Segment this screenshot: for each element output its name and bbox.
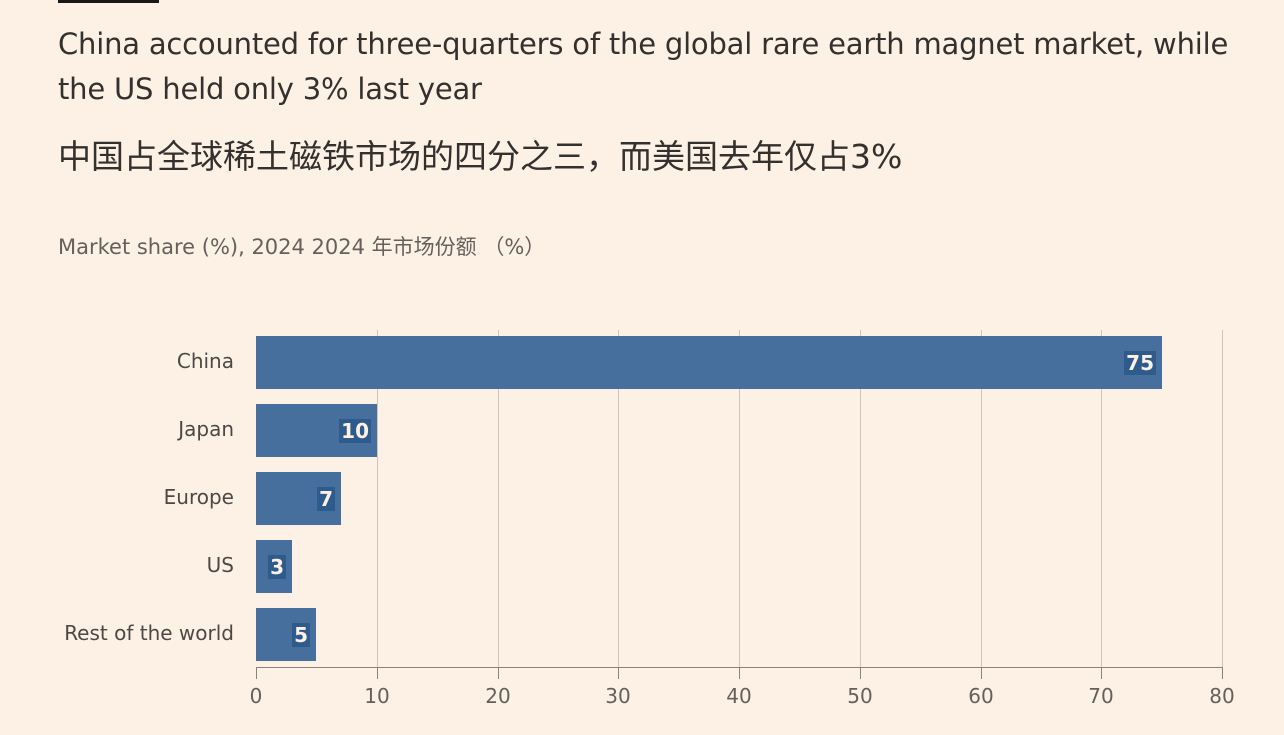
x-tick-label: 10	[364, 684, 390, 708]
bar-value-label: 10	[339, 418, 371, 443]
gridline	[981, 330, 982, 667]
top-accent-bar	[58, 0, 159, 3]
bar-value-label: 7	[317, 486, 335, 511]
gridline	[1101, 330, 1102, 667]
gridline	[1222, 330, 1223, 667]
bar-us: 3	[256, 540, 292, 593]
x-tick-label: 70	[1088, 684, 1114, 708]
x-tick-mark	[739, 667, 740, 679]
x-tick-label: 0	[249, 684, 263, 708]
category-label: Rest of the world	[64, 621, 234, 645]
bar-value-label: 3	[268, 554, 286, 579]
chart-title: China accounted for three-quarters of th…	[58, 27, 1229, 106]
bar-value-label: 75	[1124, 350, 1156, 375]
x-tick-mark	[1101, 667, 1102, 679]
x-tick-label: 50	[847, 684, 873, 708]
x-tick-label: 20	[485, 684, 511, 708]
bar-value-label: 5	[292, 622, 310, 647]
gridline	[739, 330, 740, 667]
gridline	[498, 330, 499, 667]
bar-china: 75	[256, 336, 1162, 389]
bar-japan: 10	[256, 404, 377, 457]
category-label: China	[176, 349, 234, 373]
x-tick-mark	[498, 667, 499, 679]
x-tick-mark	[981, 667, 982, 679]
chart-subtitle: Market share (%), 2024 2024 年市场份额 （%）	[58, 235, 546, 259]
x-tick-mark	[860, 667, 861, 679]
gridline	[618, 330, 619, 667]
gridline	[377, 330, 378, 667]
x-tick-mark	[618, 667, 619, 679]
chart-title-chinese: 中国占全球稀土磁铁市场的四分之三，而美国去年仅占3%	[58, 137, 903, 176]
bar-europe: 7	[256, 472, 341, 525]
x-tick-label: 30	[605, 684, 631, 708]
x-tick-label: 80	[1209, 684, 1235, 708]
x-tick-mark	[256, 667, 257, 679]
x-tick-label: 40	[726, 684, 752, 708]
category-label: Europe	[163, 485, 234, 509]
gridline	[860, 330, 861, 667]
x-tick-label: 60	[968, 684, 994, 708]
category-label: US	[206, 553, 234, 577]
x-tick-mark	[1222, 667, 1223, 679]
bar-rest-of-the-world: 5	[256, 608, 316, 661]
category-label: Japan	[178, 417, 234, 441]
x-tick-mark	[377, 667, 378, 679]
